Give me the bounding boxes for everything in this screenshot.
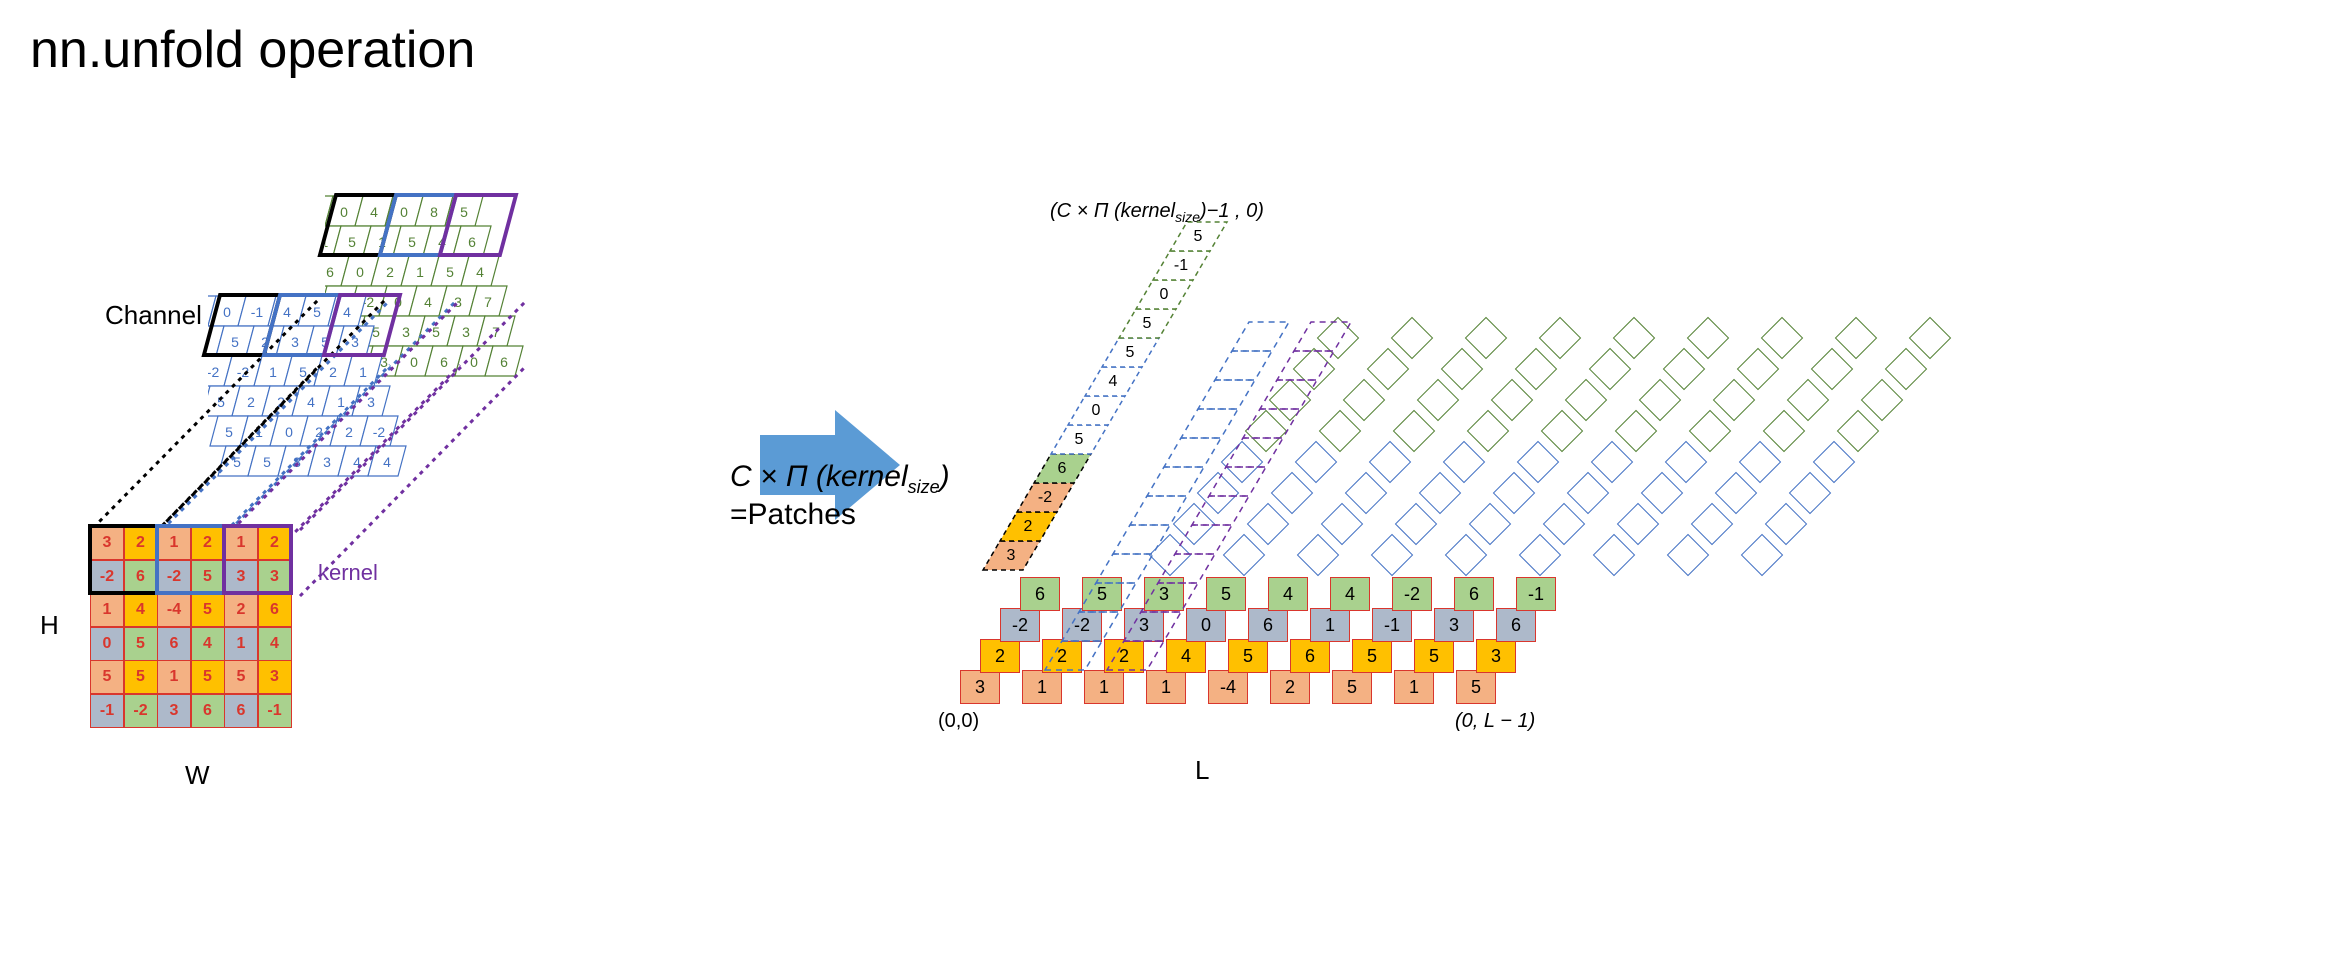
diamond-cell — [1761, 317, 1803, 359]
diamond-cell — [1739, 441, 1781, 483]
diamond-cell — [1763, 410, 1805, 452]
diamond-cell — [1687, 317, 1729, 359]
diamond-cell — [1885, 348, 1927, 390]
page-title: nn.unfold operation — [30, 20, 2315, 80]
red-cell: 3 — [157, 694, 191, 728]
dashed-columns — [930, 220, 1630, 720]
diamond-cell — [1741, 534, 1783, 576]
red-cell: -1 — [90, 694, 124, 728]
diamond-cell — [1737, 348, 1779, 390]
kernel-outlines-red — [90, 526, 300, 606]
red-cell: 5 — [124, 627, 158, 661]
red-cell: 1 — [224, 627, 258, 661]
diamond-cell — [1789, 472, 1831, 514]
diamond-cell — [1713, 379, 1755, 421]
diamond-cell — [1861, 379, 1903, 421]
red-cell: 4 — [258, 627, 292, 661]
diamond-cell — [1667, 534, 1709, 576]
diamond-cell — [1715, 472, 1757, 514]
red-cell: 6 — [224, 694, 258, 728]
output-panel: C × Π (kernelsize) =Patches (C × Π (kern… — [930, 180, 2330, 880]
diamond-cell — [1811, 348, 1853, 390]
label-H: H — [40, 610, 59, 641]
red-cell: 4 — [191, 627, 225, 661]
red-cell: 5 — [124, 660, 158, 694]
red-cell: 1 — [157, 660, 191, 694]
diamond-cell — [1837, 410, 1879, 452]
label-L: L — [1195, 755, 1209, 786]
red-cell: 5 — [90, 660, 124, 694]
red-cell: -1 — [258, 694, 292, 728]
diamond-cell — [1787, 379, 1829, 421]
diamond-cell — [1835, 317, 1877, 359]
kernel-outlines-blue — [206, 295, 416, 375]
diamond-cell — [1641, 472, 1683, 514]
input-tensor-panel: Channel H W kernel 504085-151546602154-2… — [30, 120, 730, 820]
red-cell: -2 — [124, 694, 158, 728]
red-cell: 6 — [191, 694, 225, 728]
diamond-cell — [1909, 317, 1951, 359]
red-cell: 3 — [258, 660, 292, 694]
diamond-cell — [1689, 410, 1731, 452]
diamond-cell — [1765, 503, 1807, 545]
red-cell: 6 — [157, 627, 191, 661]
label-W: W — [185, 760, 210, 791]
red-cell: 0 — [90, 627, 124, 661]
diamond-cell — [1691, 503, 1733, 545]
red-cell: 5 — [224, 660, 258, 694]
diamond-cell — [1813, 441, 1855, 483]
diagram-container: Channel H W kernel 504085-151546602154-2… — [30, 120, 2315, 970]
kernel-outlines-green — [322, 195, 532, 275]
red-cell: 5 — [191, 660, 225, 694]
diamond-cell — [1665, 441, 1707, 483]
diamond-cell — [1639, 379, 1681, 421]
diamond-cell — [1663, 348, 1705, 390]
label-patches-formula: C × Π (kernelsize) =Patches — [730, 460, 950, 532]
